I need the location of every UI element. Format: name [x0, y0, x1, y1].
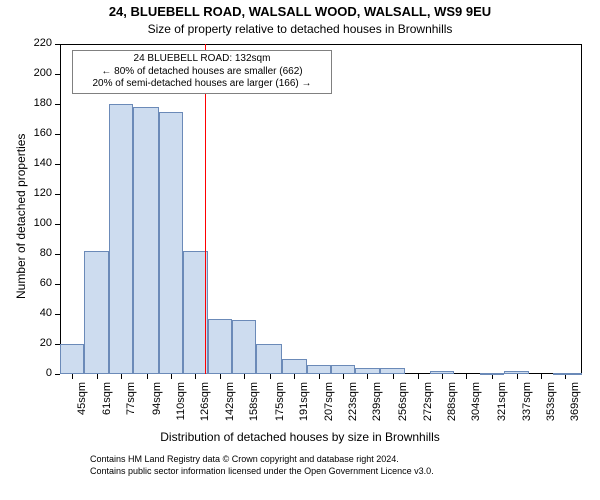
x-tick-label: 191sqm — [298, 382, 310, 430]
x-tick-label: 126sqm — [199, 382, 211, 430]
y-tick-mark — [55, 164, 60, 165]
x-tick-mark — [466, 374, 467, 379]
y-tick-label: 0 — [0, 367, 52, 379]
y-tick-mark — [55, 44, 60, 45]
x-tick-mark — [294, 374, 295, 379]
footer-line2: Contains public sector information licen… — [90, 466, 434, 478]
x-tick-mark — [195, 374, 196, 379]
y-tick-label: 40 — [0, 307, 52, 319]
annotation-box: 24 BLUEBELL ROAD: 132sqm← 80% of detache… — [72, 50, 332, 94]
x-tick-label: 256sqm — [397, 382, 409, 430]
x-tick-label: 353sqm — [545, 382, 557, 430]
y-tick-label: 80 — [0, 247, 52, 259]
x-tick-mark — [270, 374, 271, 379]
x-tick-label: 45sqm — [76, 382, 88, 430]
x-tick-label: 321sqm — [496, 382, 508, 430]
histogram-bar — [109, 104, 133, 374]
x-tick-label: 223sqm — [347, 382, 359, 430]
x-tick-label: 77sqm — [125, 382, 137, 430]
y-tick-label: 120 — [0, 187, 52, 199]
annotation-line3: 20% of semi-detached houses are larger (… — [79, 78, 325, 91]
x-tick-mark — [319, 374, 320, 379]
y-tick-mark — [55, 254, 60, 255]
y-tick-mark — [55, 284, 60, 285]
histogram-bar — [480, 373, 504, 375]
x-tick-label: 158sqm — [248, 382, 260, 430]
x-tick-label: 272sqm — [422, 382, 434, 430]
y-tick-label: 60 — [0, 277, 52, 289]
y-tick-label: 200 — [0, 67, 52, 79]
y-tick-label: 160 — [0, 127, 52, 139]
x-tick-mark — [171, 374, 172, 379]
x-tick-mark — [393, 374, 394, 379]
x-tick-label: 304sqm — [470, 382, 482, 430]
x-tick-mark — [343, 374, 344, 379]
y-tick-label: 220 — [0, 37, 52, 49]
histogram-bar — [504, 371, 528, 374]
footer-attribution: Contains HM Land Registry data © Crown c… — [90, 454, 434, 477]
chart-title-address: 24, BLUEBELL ROAD, WALSALL WOOD, WALSALL… — [0, 4, 600, 19]
x-tick-mark — [565, 374, 566, 379]
x-tick-label: 142sqm — [224, 382, 236, 430]
y-tick-mark — [55, 224, 60, 225]
y-tick-label: 180 — [0, 97, 52, 109]
histogram-bar — [331, 365, 355, 374]
x-tick-mark — [517, 374, 518, 379]
y-tick-mark — [55, 374, 60, 375]
x-tick-label: 369sqm — [569, 382, 581, 430]
histogram-bar — [307, 365, 331, 374]
y-tick-mark — [55, 194, 60, 195]
histogram-bar — [208, 319, 232, 375]
chart-subtitle: Size of property relative to detached ho… — [0, 22, 600, 36]
x-tick-mark — [367, 374, 368, 379]
x-tick-mark — [147, 374, 148, 379]
histogram-bar — [159, 112, 183, 375]
histogram-bar — [232, 320, 256, 374]
histogram-bar — [60, 344, 84, 374]
histogram-chart: 24, BLUEBELL ROAD, WALSALL WOOD, WALSALL… — [0, 0, 600, 500]
x-tick-mark — [72, 374, 73, 379]
x-tick-mark — [418, 374, 419, 379]
y-tick-mark — [55, 104, 60, 105]
histogram-bar — [282, 359, 306, 374]
x-tick-mark — [244, 374, 245, 379]
x-tick-label: 175sqm — [274, 382, 286, 430]
histogram-bar — [256, 344, 282, 374]
x-axis-label: Distribution of detached houses by size … — [0, 430, 600, 444]
x-tick-mark — [541, 374, 542, 379]
footer-line1: Contains HM Land Registry data © Crown c… — [90, 454, 434, 466]
x-tick-mark — [220, 374, 221, 379]
y-tick-label: 20 — [0, 337, 52, 349]
y-tick-mark — [55, 134, 60, 135]
x-tick-label: 61sqm — [101, 382, 113, 430]
annotation-line2: ← 80% of detached houses are smaller (66… — [79, 66, 325, 79]
x-tick-mark — [442, 374, 443, 379]
y-tick-mark — [55, 74, 60, 75]
x-tick-label: 207sqm — [323, 382, 335, 430]
histogram-bar — [553, 373, 582, 375]
histogram-bar — [133, 107, 159, 374]
histogram-bar — [84, 251, 108, 374]
y-tick-label: 100 — [0, 217, 52, 229]
x-tick-mark — [492, 374, 493, 379]
x-tick-label: 110sqm — [175, 382, 187, 430]
histogram-bar — [355, 368, 379, 374]
y-tick-label: 140 — [0, 157, 52, 169]
x-tick-label: 239sqm — [371, 382, 383, 430]
histogram-bar — [380, 368, 406, 374]
y-tick-mark — [55, 314, 60, 315]
x-tick-mark — [121, 374, 122, 379]
reference-line — [205, 44, 206, 374]
histogram-bar — [430, 371, 454, 374]
annotation-line1: 24 BLUEBELL ROAD: 132sqm — [79, 53, 325, 66]
x-tick-label: 337sqm — [521, 382, 533, 430]
x-tick-mark — [97, 374, 98, 379]
x-tick-label: 94sqm — [151, 382, 163, 430]
x-tick-label: 288sqm — [446, 382, 458, 430]
